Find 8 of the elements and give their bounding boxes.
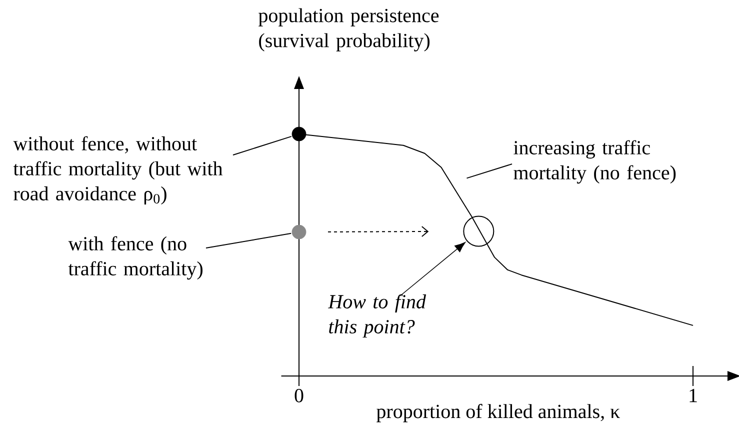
annotation: How to find this point? xyxy=(328,294,426,338)
text: without fence, without traffic mortality (but with road avoidance ρ$_{0}$) xyxy=(13,136,223,205)
text: with fence (no traffic mortality) xyxy=(68,236,202,280)
x-tick-label: 0 xyxy=(294,388,304,402)
annotation: increasing traffic mortality (no fence) xyxy=(514,140,676,184)
y-axis-title: population persistence (survival probability) xyxy=(258,8,439,52)
x-axis-title: proportion of killed animals, κ xyxy=(376,404,620,422)
x-tick-label: 1 xyxy=(690,388,697,402)
